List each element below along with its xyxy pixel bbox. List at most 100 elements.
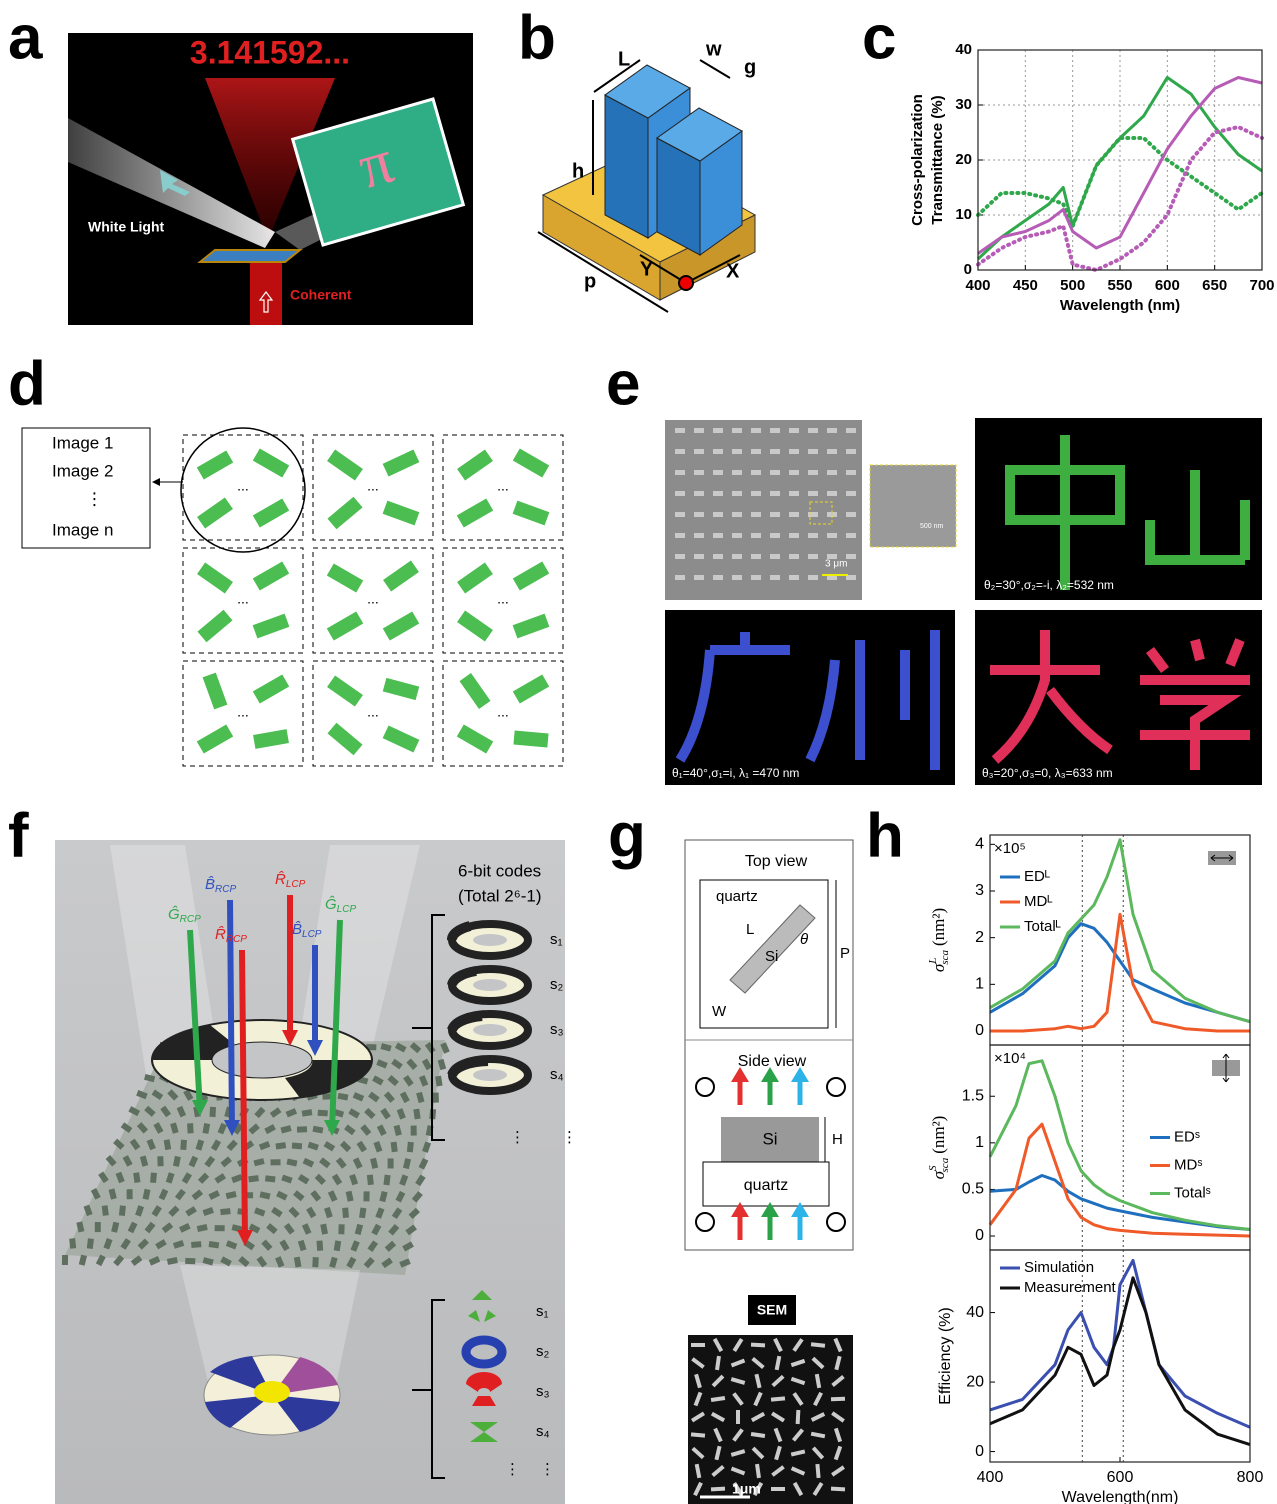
pillar [231, 1174, 243, 1184]
pillar [108, 1188, 117, 1200]
pillar [316, 1240, 324, 1251]
pillar [133, 1172, 141, 1183]
pillar [163, 1139, 172, 1151]
beam-arrow-head [237, 1230, 253, 1246]
panel-label: b [518, 3, 556, 72]
beam-arrow-head [282, 1030, 298, 1046]
pillar [405, 1224, 417, 1236]
sem-dot [751, 575, 761, 580]
pillar [395, 1190, 406, 1203]
series-line [990, 912, 1250, 1033]
series-line [976, 136, 1264, 228]
sem-dot [770, 533, 780, 538]
plot-frame [989, 834, 1251, 1046]
sem-dot [675, 554, 685, 559]
pillar [103, 1238, 113, 1250]
beam-subscript: RCP [180, 914, 201, 925]
pillar [349, 1173, 359, 1186]
sem-dot [675, 512, 685, 517]
pillar [312, 1125, 324, 1134]
sem-dot [675, 575, 685, 580]
cell [182, 547, 304, 654]
sem-rod [771, 1465, 785, 1477]
sem-rod [736, 1410, 740, 1424]
beam-subscript: LCP [337, 904, 357, 915]
label: Si [762, 1129, 777, 1148]
pillar [375, 1207, 385, 1219]
nanobar [512, 500, 550, 526]
pillar [202, 1257, 214, 1266]
image-item: ⋮ [86, 489, 103, 508]
legend-label: EDˢ [1174, 1128, 1200, 1145]
glyph [805, 630, 940, 770]
sem-rod [750, 1411, 766, 1423]
x-tick-label: 450 [1013, 277, 1038, 294]
sem-dot [675, 491, 685, 496]
disc-sector [210, 1356, 272, 1395]
label: L [746, 921, 754, 938]
sem-dot [789, 554, 799, 559]
pillar [314, 1173, 326, 1186]
x-tick-label: 400 [965, 277, 990, 294]
pillar [348, 1108, 360, 1119]
y-tick-label: 0 [964, 261, 972, 278]
sem-rod [690, 1432, 706, 1438]
pillar [402, 1158, 412, 1170]
sem-rod [754, 1373, 762, 1389]
pillar [286, 1158, 298, 1167]
pillar [327, 1190, 338, 1202]
nanobar [457, 449, 493, 481]
panel-label: e [606, 349, 640, 418]
y-tick-label: 0 [975, 1227, 984, 1244]
pillar [105, 1155, 117, 1167]
y-tick-label: 2 [975, 929, 984, 946]
sem-dot [694, 449, 704, 454]
pillar [180, 1139, 187, 1151]
beam-symbol: B̂ [205, 875, 215, 892]
beam-subscript: RCP [215, 884, 236, 895]
nanobar [456, 498, 494, 528]
pillar [366, 1174, 374, 1186]
pillar [208, 1241, 220, 1249]
pillar [86, 1238, 94, 1249]
ylabel-unit: (nm²) [929, 908, 948, 946]
pillar [360, 1124, 372, 1136]
pillar [253, 1158, 265, 1167]
sem-rod [694, 1463, 702, 1479]
sem-dot [846, 554, 856, 559]
polarization-arrow [1210, 854, 1234, 862]
pillar [179, 1223, 191, 1233]
legend-label: MDˢ [1174, 1156, 1202, 1173]
ring-hole [473, 934, 507, 946]
pillar [406, 1058, 418, 1070]
card [290, 97, 466, 247]
sem-rod [791, 1428, 805, 1442]
pillar [281, 1174, 293, 1184]
sem-rod [771, 1411, 785, 1423]
sem-dot [846, 512, 856, 517]
nanobar [252, 613, 290, 639]
pillar [185, 1206, 197, 1217]
pillar [310, 1190, 322, 1202]
pillar [191, 1241, 202, 1248]
sem-rod [773, 1337, 783, 1353]
sem-dot [770, 575, 780, 580]
nanobar [197, 497, 233, 529]
sem-rod [790, 1358, 806, 1368]
caption: θ₃=20°,σ₃=0, λ₃=633 nm [982, 766, 1113, 780]
sem-rod [831, 1465, 845, 1477]
sem-label: SEM [757, 1302, 787, 1318]
sem-rod [691, 1343, 705, 1347]
pillar [214, 1173, 227, 1184]
sem-dot [789, 512, 799, 517]
sem-dot [827, 512, 837, 517]
pillar [379, 1190, 388, 1203]
cell [442, 660, 564, 767]
pillar [409, 1042, 422, 1054]
label: W [712, 1003, 727, 1020]
scale-label: 500 nm [920, 523, 944, 530]
y-tick-label: 4 [975, 836, 984, 853]
pillar [150, 1172, 157, 1184]
pillar [422, 1141, 432, 1153]
series-line [989, 1174, 1251, 1231]
